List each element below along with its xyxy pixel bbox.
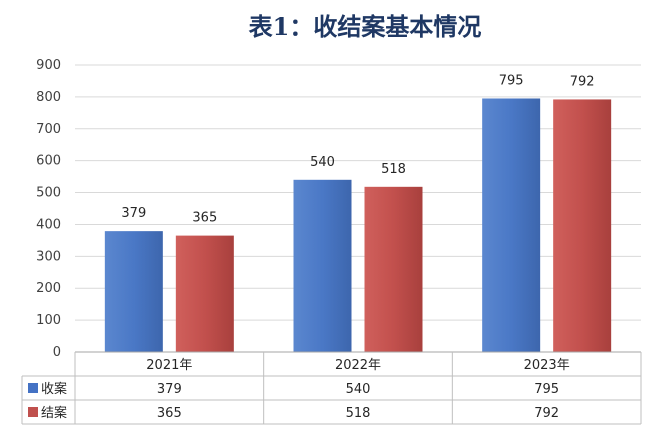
- bar-收案-2021年: [104, 231, 163, 352]
- data-label: 365: [192, 211, 217, 226]
- table-cell: 792: [534, 406, 559, 421]
- bar-结案-2023年: [553, 99, 612, 352]
- data-label: 792: [570, 74, 595, 89]
- legend-label: 收案: [41, 382, 67, 397]
- x-category-label: 2023年: [524, 358, 570, 373]
- x-category-label: 2021年: [146, 358, 192, 373]
- y-tick-label: 300: [36, 249, 61, 264]
- legend-key: [28, 383, 38, 393]
- legend-key: [28, 407, 38, 417]
- y-tick-label: 0: [53, 345, 61, 360]
- x-category-label: 2022年: [335, 358, 381, 373]
- data-label: 540: [310, 155, 335, 170]
- y-tick-label: 800: [36, 90, 61, 105]
- y-tick-label: 100: [36, 313, 61, 328]
- chart-title: 表1：收结案基本情况: [249, 12, 482, 41]
- table-cell: 365: [157, 406, 182, 421]
- y-tick-label: 600: [36, 154, 61, 169]
- data-label: 379: [121, 206, 146, 221]
- data-label: 518: [381, 162, 406, 177]
- y-tick-label: 200: [36, 281, 61, 296]
- table-cell: 795: [534, 382, 559, 397]
- legend-label: 结案: [41, 406, 67, 421]
- bar-收案-2023年: [482, 98, 541, 352]
- table-cell: 540: [346, 382, 371, 397]
- bar-结案-2021年: [175, 235, 234, 352]
- bar-收案-2022年: [293, 179, 352, 352]
- data-label: 795: [499, 73, 524, 88]
- y-tick-label: 400: [36, 217, 61, 232]
- y-tick-label: 700: [36, 122, 61, 137]
- table-cell: 379: [157, 382, 182, 397]
- y-tick-label: 500: [36, 186, 61, 201]
- y-tick-label: 900: [36, 58, 61, 73]
- table-cell: 518: [346, 406, 371, 421]
- bar-结案-2022年: [364, 186, 423, 352]
